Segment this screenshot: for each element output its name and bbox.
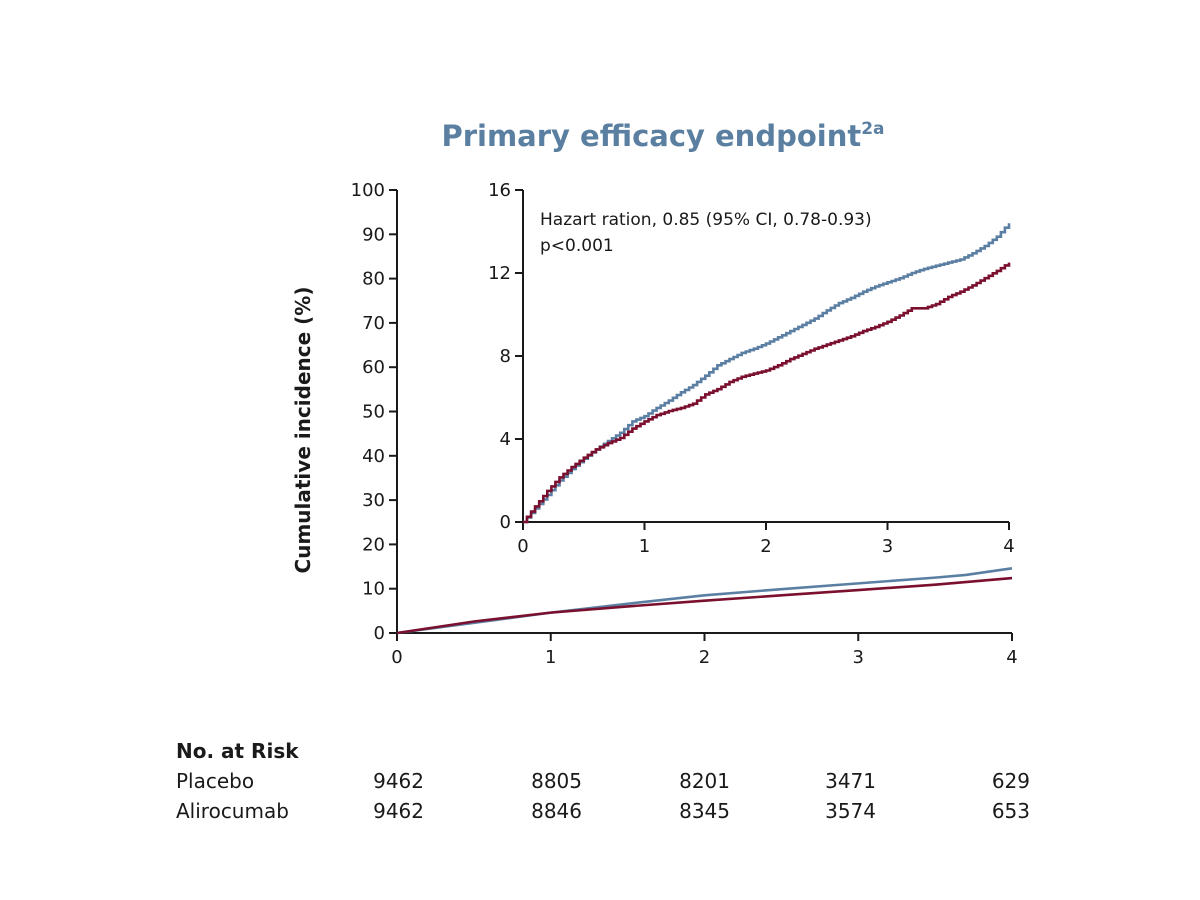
risk-cell: 8805	[531, 769, 582, 793]
main-y-tick-label: 0	[374, 623, 385, 644]
risk-row-placebo: Placebo 9462 8805 8201 3471 629	[176, 766, 1036, 796]
risk-cell: 9462	[373, 769, 424, 793]
main-y-tick-label: 70	[362, 313, 385, 334]
risk-cell: 3471	[825, 769, 876, 793]
y-axis-label: Cumulative incidence (%)	[291, 287, 315, 574]
risk-table-title: No. at Risk	[176, 739, 299, 763]
risk-row-alirocumab: Alirocumab 9462 8846 8345 3574 653	[176, 796, 1036, 826]
main-x-tick-label: 4	[1006, 647, 1017, 668]
inset-series	[523, 223, 1011, 524]
main-y-tick-label: 90	[362, 224, 385, 245]
main-x-tick-label: 0	[391, 647, 402, 668]
risk-cell: 653	[991, 799, 1030, 823]
risk-row-label: Alirocumab	[176, 799, 289, 823]
main-y-tick-label: 80	[362, 269, 385, 290]
risk-cell: 3574	[825, 799, 876, 823]
inset-y-tick-label: 0	[500, 512, 511, 533]
inset-y-tick-label: 8	[500, 346, 511, 367]
main-x-tick-label: 2	[699, 647, 710, 668]
risk-row-label: Placebo	[176, 769, 255, 793]
inset-series-placebo	[523, 223, 1011, 524]
main-y-tick-label: 50	[362, 402, 385, 423]
inset-x-tick-label: 3	[882, 536, 893, 557]
inset-y-tick-label: 12	[488, 263, 511, 284]
inset-x-tick-label: 2	[760, 536, 771, 557]
annotation-line-2: p<0.001	[540, 236, 614, 256]
inset-y-tick-label: 16	[488, 180, 511, 201]
number-at-risk-table: No. at Risk Placebo 9462 8805 8201 3471 …	[176, 736, 1036, 826]
inset-x-tick-label: 0	[517, 536, 528, 557]
inset-x-tick-label: 4	[1003, 536, 1014, 557]
main-y-tick-label: 100	[351, 180, 385, 201]
main-y-tick-label: 40	[362, 446, 385, 467]
hazard-ratio-annotation: Hazart ration, 0.85 (95% CI, 0.78-0.93) …	[540, 210, 872, 256]
chart-title: Primary efficacy endpoint2a	[441, 119, 884, 153]
main-series-alirocumab	[396, 576, 1013, 635]
main-x-tick-label: 3	[853, 647, 864, 668]
main-y-tick-label: 10	[362, 579, 385, 600]
inset-series-alirocumab	[523, 262, 1011, 524]
inset-y-tick-label: 4	[500, 429, 511, 450]
risk-cell: 8201	[679, 769, 730, 793]
main-y-tick-label: 30	[362, 490, 385, 511]
inset-x-tick-label: 1	[639, 536, 650, 557]
main-series	[396, 567, 1013, 635]
risk-cell: 9462	[373, 799, 424, 823]
risk-cell: 629	[991, 769, 1030, 793]
main-x-tick-label: 1	[545, 647, 556, 668]
main-y-tick-label: 60	[362, 357, 385, 378]
annotation-line-1: Hazart ration, 0.85 (95% CI, 0.78-0.93)	[540, 210, 872, 230]
risk-cell: 8846	[531, 799, 582, 823]
km-chart: Primary efficacy endpoint2a Cumulative i…	[291, 119, 1018, 668]
main-y-tick-label: 20	[362, 534, 385, 555]
risk-cell: 8345	[679, 799, 730, 823]
